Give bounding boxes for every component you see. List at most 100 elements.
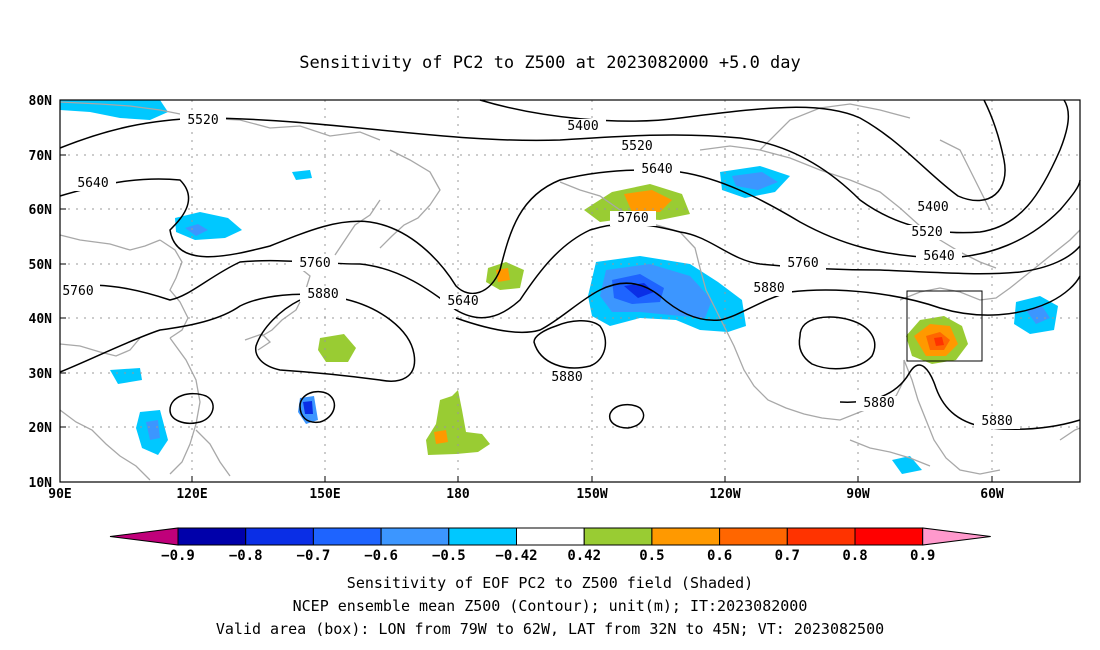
contour-label: 5520 [904,225,950,240]
colorbar-swatch [245,527,314,546]
x-tick-labels: 90E 120E 150E 180 150W 120W 90W 60W [48,487,1004,502]
x-tick-label: 120E [176,487,207,502]
colorbar-swatch [516,527,585,546]
x-tick-label: 120W [709,487,740,502]
contour-label: 5760 [292,256,338,271]
shade-negative-caribbean [892,456,922,474]
x-tick-label: 90E [48,487,71,502]
colorbar-label: −0.9 [161,548,195,564]
contour-label: 5400 [910,200,956,215]
colorbar-swatch [448,527,517,546]
contour-5880-gulf [839,364,1081,431]
contour-label: 5520 [614,139,660,154]
svg-text:5880: 5880 [863,396,894,411]
caption-line-2: NCEP ensemble mean Z500 (Contour); unit(… [293,597,808,615]
svg-text:5520: 5520 [911,225,942,240]
contour-label: 5640 [440,294,486,309]
colorbar-label: −0.8 [229,548,263,564]
y-tick-label: 10N [29,476,53,491]
svg-text:5760: 5760 [299,256,330,271]
svg-text:5880: 5880 [753,281,784,296]
shade-negative-small-2 [110,368,142,384]
contour-labels: 5520 5400 5520 5640 5640 5760 5760 5880 … [60,113,1020,429]
x-tick-label: 150E [309,487,340,502]
contour-label: 5880 [300,287,346,302]
colorbar-swatch [786,527,856,546]
colorbar-swatch [177,527,247,546]
y-tick-label: 30N [29,367,53,382]
colorbar-swatch [854,527,924,546]
axis-ticks [60,154,993,482]
contour-label: 5760 [610,211,656,226]
svg-text:5520: 5520 [187,113,218,128]
y-tick-label: 40N [29,312,53,327]
contour-5760 [59,223,1081,319]
svg-text:5640: 5640 [77,176,108,191]
shade-positive-east-coast-peak [934,337,944,346]
colorbar-label: −0.7 [297,548,331,564]
y-tick-label: 60N [29,203,53,218]
shade-negative-siberia-core [185,224,208,236]
contour-label: 5640 [70,176,116,191]
shade-negative-atlantic-core [1026,306,1050,324]
svg-text:5400: 5400 [917,200,948,215]
contour-label: 5640 [916,249,962,264]
svg-text:5880: 5880 [307,287,338,302]
contour-small-loop-2 [299,390,336,424]
colorbar-label: 0.8 [842,548,867,564]
colorbar-swatch [651,527,721,546]
svg-text:5880: 5880 [551,370,582,385]
colorbar-label: 0.9 [910,548,935,564]
colorbar-label: 0.6 [707,548,732,564]
svg-text:5760: 5760 [617,211,648,226]
colorbar-label: −0.5 [432,548,466,564]
shade-negative-guam-core [303,401,313,414]
shade-negative-small-1 [292,170,312,180]
contour-label: 5760 [780,256,826,271]
contour-small-loop-1 [169,392,214,424]
shade-positive-gulf-alaska-core [624,190,672,212]
y-tick-labels: 80N 70N 60N 50N 40N 30N 20N 10N [29,94,53,491]
contour-label: 5400 [560,119,606,134]
contour-5880-loop [533,320,607,369]
colorbar-label: −0.6 [364,548,398,564]
colorbar-swatch [719,527,788,546]
x-tick-label: 150W [576,487,607,502]
shade-negative-pacific-deep [624,283,654,298]
colorbar-swatch [583,527,653,546]
contour-label: 5880 [746,281,792,296]
x-tick-label: 180 [446,487,470,502]
contour-5880-central [455,275,1081,334]
contour-5400 [479,99,1006,202]
x-tick-label: 90W [846,487,870,502]
colorbar-swatch [312,527,382,546]
svg-text:5760: 5760 [787,256,818,271]
colorbar-label: 0.7 [775,548,800,564]
contour-label: 5880 [974,414,1020,429]
shade-negative-arctic [60,100,168,120]
colorbar-swatch [380,527,450,546]
contour-5880-pacific-east [798,316,876,370]
sensitivity-shading [60,100,1058,474]
y-tick-label: 70N [29,149,53,164]
svg-text:5760: 5760 [62,284,93,299]
colorbar-label: −0.42 [495,548,537,564]
y-tick-label: 80N [29,94,53,109]
colorbar-extend-low [109,527,179,546]
colorbar-extend-high [922,527,991,546]
svg-text:5880: 5880 [981,414,1012,429]
svg-text:5400: 5400 [567,119,598,134]
shade-negative-canada-core [732,172,778,190]
contour-label: 5880 [544,370,590,385]
valid-area-box [906,290,983,362]
map-area: 5520 5400 5520 5640 5640 5760 5760 5880 … [59,99,1081,483]
contour-5520 [59,99,1070,234]
x-tick-label: 60W [980,487,1004,502]
shade-negative-siberia [175,212,242,240]
svg-text:5640: 5640 [923,249,954,264]
y-tick-label: 50N [29,258,53,273]
colorbar-label: 0.5 [639,548,664,564]
shade-positive-pacific-west [318,334,356,362]
colorbar: −0.9 −0.8 −0.7 −0.6 −0.5 −0.42 0.42 0.5 0.6 0.7 0.… [109,527,991,564]
